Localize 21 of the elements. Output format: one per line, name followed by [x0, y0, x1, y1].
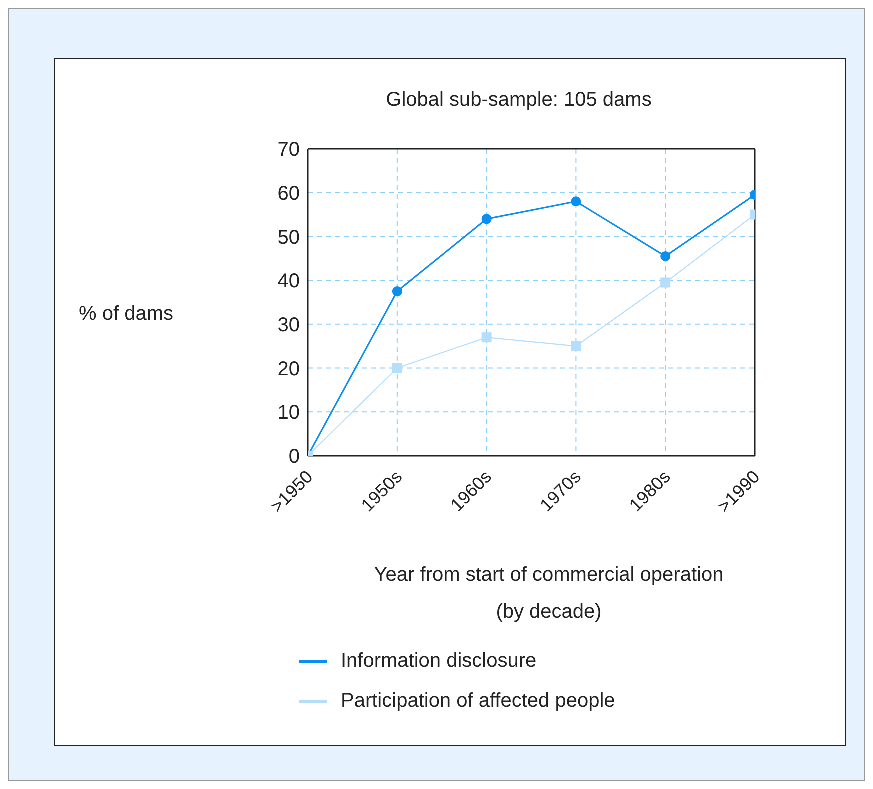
point	[392, 286, 402, 297]
y-tick-label: 30	[278, 314, 300, 337]
point	[571, 341, 582, 352]
y-tick-label: 70	[278, 139, 300, 162]
point	[482, 332, 492, 343]
legend-label: Information disclosure	[341, 650, 537, 672]
legend-label: Participation of affected people	[341, 690, 616, 712]
point	[660, 251, 671, 262]
point	[660, 278, 671, 288]
chart-title: Global sub-sample: 105 dams	[385, 89, 653, 112]
point	[482, 214, 492, 224]
y-tick-label: 50	[278, 226, 300, 249]
x-axis-title: Year from start of commercial operation (by decade)	[373, 563, 725, 625]
y-tick-label: 10	[278, 402, 300, 424]
y-tick-label: 60	[278, 182, 300, 205]
y-tick-label: 0	[288, 446, 300, 468]
point	[571, 196, 582, 207]
y-tick-label: 40	[278, 270, 300, 293]
y-tick-label: 20	[278, 358, 300, 380]
y-axis-title: % of dams	[79, 303, 174, 326]
point	[392, 363, 402, 374]
